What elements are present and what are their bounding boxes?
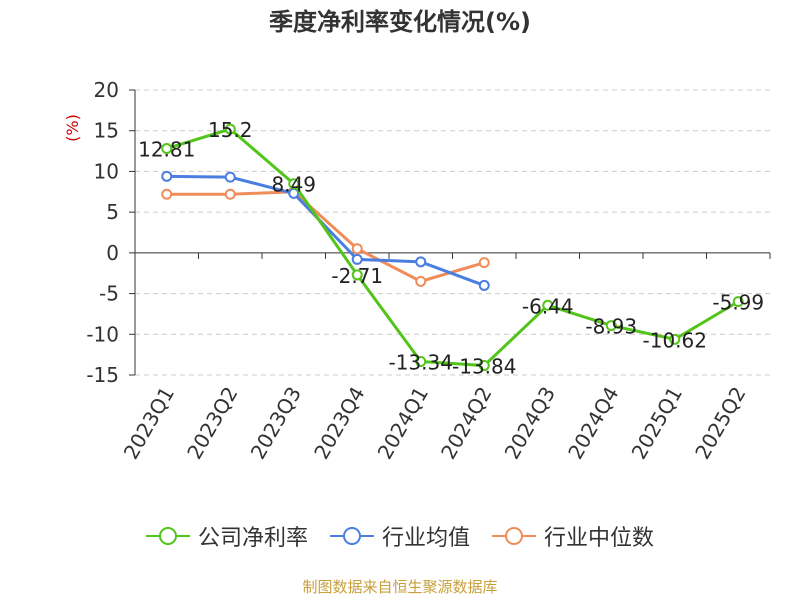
x-tick-label: 2024Q1	[373, 383, 433, 464]
data-point	[415, 256, 427, 268]
legend-label: 行业均值	[381, 526, 470, 551]
data-point	[161, 170, 173, 182]
y-tick-label: 5	[106, 200, 119, 224]
legend-label: 公司净利率	[197, 526, 308, 551]
legend-swatch-marker	[158, 527, 177, 545]
legend-swatch-icon	[329, 527, 374, 545]
x-tick-label: 2025Q2	[690, 383, 750, 464]
data-point	[605, 320, 617, 332]
data-label: -2.71	[331, 264, 383, 288]
x-tick-label: 2023Q3	[246, 383, 306, 464]
chart-title: 季度净利率变化情况(%)	[269, 8, 531, 36]
data-point	[224, 188, 236, 200]
x-tick-label: 2024Q2	[436, 383, 496, 464]
y-tick-label: -15	[86, 363, 119, 387]
data-point	[542, 299, 554, 311]
legend-item[interactable]: 公司净利率	[145, 520, 308, 552]
series-line	[166, 127, 740, 368]
legend-swatch-icon	[492, 527, 536, 545]
y-tick-label: 20	[94, 78, 119, 102]
series-line	[166, 174, 485, 287]
data-point	[478, 360, 490, 372]
data-point	[478, 257, 490, 269]
data-point	[351, 253, 363, 265]
data-label: -6.44	[522, 294, 574, 318]
grid-layer	[135, 89, 770, 376]
data-point	[224, 123, 236, 135]
y-tick-label: 10	[94, 159, 119, 183]
x-tick-label: 2023Q4	[309, 383, 369, 464]
data-point	[732, 296, 744, 308]
data-point	[351, 269, 363, 281]
series-line	[166, 190, 485, 283]
source-note: 制图数据来自恒生聚源数据库	[302, 578, 498, 596]
data-label: 8.49	[271, 173, 316, 197]
data-point	[415, 355, 427, 367]
label-layer: 12.81 15.2 8.49 -2.71 -13.34 -13.84 -6.44 -8.93…	[138, 118, 764, 378]
data-point	[224, 171, 236, 183]
x-tick-label: 2023Q2	[182, 383, 242, 464]
legend-label: 行业中位数	[544, 526, 655, 551]
data-point	[161, 188, 173, 200]
legend-item[interactable]: 行业均值	[329, 520, 470, 552]
data-point	[478, 279, 490, 291]
data-label: 12.81	[138, 138, 195, 162]
y-tick-label: 15	[94, 119, 119, 143]
legend-swatch-marker	[505, 527, 523, 545]
y-tick-label: -10	[86, 322, 119, 346]
data-point	[669, 333, 681, 345]
y-tick-label: 0	[106, 241, 119, 265]
legend-item[interactable]: 行业中位数	[492, 520, 654, 552]
y-tick-label: -5	[99, 282, 119, 306]
data-point	[415, 275, 427, 287]
y-axis-label: (%)	[63, 114, 82, 142]
legend-swatch-icon	[145, 527, 190, 545]
data-label: -5.99	[712, 291, 764, 315]
x-tick-label: 2024Q3	[500, 383, 560, 464]
legend: 公司净利率 行业均值 行业中位数	[0, 520, 800, 552]
data-label: 15.2	[208, 118, 253, 142]
x-tick-label: 2023Q1	[119, 383, 179, 464]
x-tick-label: 2025Q1	[627, 383, 687, 464]
data-label: -10.62	[643, 328, 707, 352]
x-tick-label: 2024Q4	[563, 383, 623, 464]
data-point	[351, 243, 363, 255]
data-point	[161, 143, 173, 155]
data-label: -8.93	[585, 315, 637, 339]
legend-swatch-marker	[342, 527, 361, 545]
data-label: -13.34	[389, 350, 453, 374]
data-point	[288, 178, 300, 190]
series-layer	[161, 123, 744, 372]
data-label: -13.84	[452, 355, 516, 379]
